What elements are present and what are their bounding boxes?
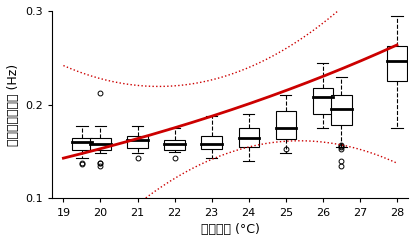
Bar (239, 128, 259, 147)
Y-axis label: 尾鴻振動周波数 (Hz): 尾鴻振動周波数 (Hz) (7, 64, 20, 146)
Bar (312, 88, 333, 114)
Bar (201, 136, 222, 149)
Bar (127, 136, 148, 148)
Bar (164, 140, 185, 150)
Bar (72, 138, 92, 150)
X-axis label: 筋肉温度 (°C): 筋肉温度 (°C) (201, 223, 260, 236)
Bar (90, 138, 111, 150)
Bar (387, 46, 407, 81)
Bar (276, 111, 296, 139)
Bar (331, 95, 352, 125)
